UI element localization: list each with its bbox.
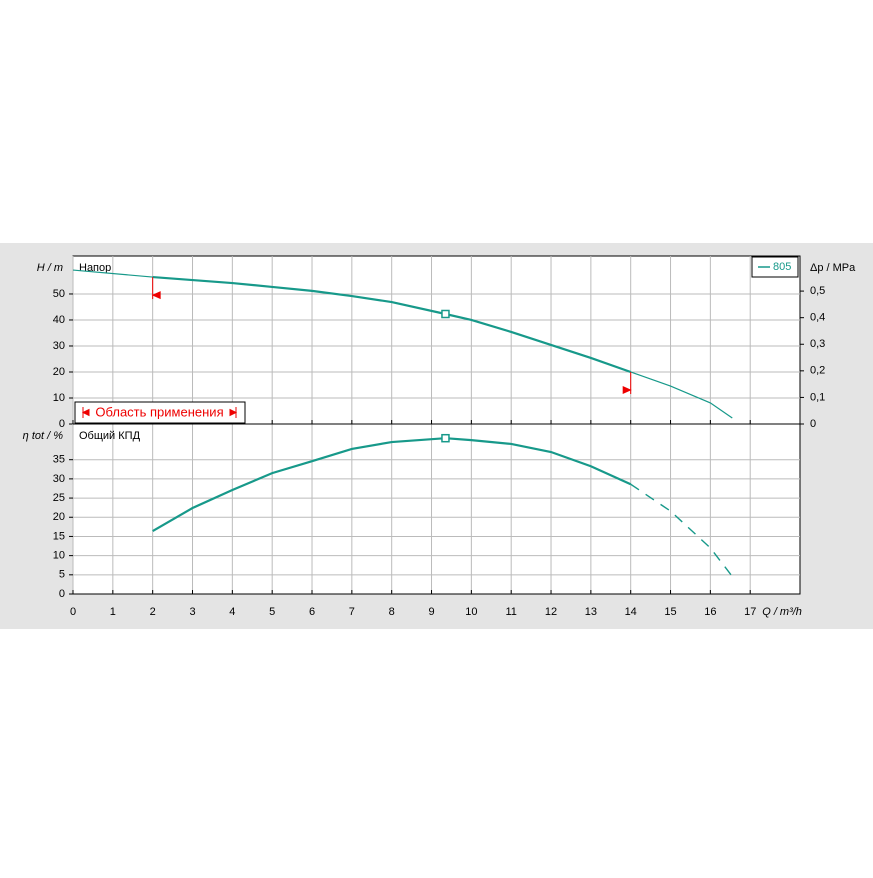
y-tick-label: 35 — [53, 454, 65, 466]
x-tick-label: 6 — [309, 606, 315, 618]
y2-tick-label: 0,5 — [810, 285, 825, 297]
x-tick-label: 3 — [189, 606, 195, 618]
x-tick-label: 4 — [229, 606, 235, 618]
y-tick-label: 30 — [53, 340, 65, 352]
y-tick-label: 10 — [53, 392, 65, 404]
y-tick-label: 50 — [53, 288, 65, 300]
curve — [152, 437, 632, 533]
curve — [152, 275, 632, 374]
y-tick-label: 30 — [53, 473, 65, 485]
y2-tick-label: 0 — [810, 418, 816, 430]
y2-tick-label: 0,4 — [810, 312, 825, 324]
y-tick-label: 0 — [59, 418, 65, 430]
y-tick-label: 0 — [59, 588, 65, 600]
x-tick-label: 2 — [150, 606, 156, 618]
x-tick-label: 13 — [585, 606, 597, 618]
curve-dashed — [630, 483, 735, 580]
y-tick-label: 20 — [53, 511, 65, 523]
x-tick-label: 17 — [744, 606, 756, 618]
x-tick-label: 8 — [389, 606, 395, 618]
y-tick-label: 25 — [53, 492, 65, 504]
y-tick-label: 40 — [53, 314, 65, 326]
curve-thin — [630, 371, 733, 419]
annotation: Общий КПД — [79, 430, 141, 442]
range-box — [74, 401, 246, 424]
x-tick-label: 10 — [465, 606, 477, 618]
x-tick-label: 5 — [269, 606, 275, 618]
y2-tick-label: 0,2 — [810, 365, 825, 377]
operating-point — [441, 433, 450, 443]
range-arrows — [81, 407, 238, 418]
x-tick-label: 16 — [704, 606, 716, 618]
range-label: Область применения — [95, 404, 223, 419]
range-flag — [622, 385, 632, 394]
x-tick-label: 15 — [664, 606, 676, 618]
y-axis-label: H / m — [37, 262, 63, 274]
y2-tick-label: 0,3 — [810, 338, 825, 350]
y-tick-label: 20 — [53, 366, 65, 378]
y-tick-label: 5 — [59, 569, 65, 581]
y-tick-label: 10 — [53, 550, 65, 562]
x-tick-label: 7 — [349, 606, 355, 618]
x-tick-label: 0 — [70, 606, 76, 618]
plot-area — [72, 255, 801, 595]
y2-tick-label: 0,1 — [810, 391, 825, 403]
x-tick-label: 14 — [625, 606, 637, 618]
range-flag — [151, 291, 161, 300]
x-tick-label: 11 — [505, 606, 516, 618]
y-axis-label: η tot / % — [23, 430, 64, 442]
legend-box — [751, 256, 799, 278]
curve-thin — [72, 269, 153, 278]
x-tick-label: 12 — [545, 606, 557, 618]
x-axis-label: Q / m³/h — [762, 606, 802, 618]
operating-point — [441, 309, 450, 319]
x-tick-label: 1 — [110, 606, 116, 618]
x-tick-label: 9 — [428, 606, 434, 618]
y-tick-label: 15 — [53, 530, 65, 542]
y2-axis-label: Δp / MPa — [810, 262, 856, 274]
legend-label: 805 — [773, 261, 791, 273]
